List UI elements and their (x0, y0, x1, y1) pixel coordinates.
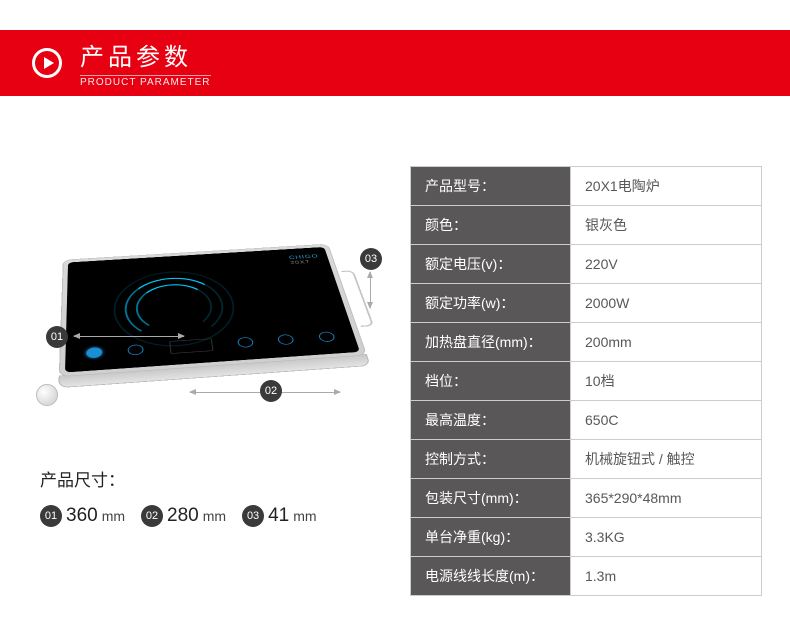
spec-value: 650C (571, 401, 762, 440)
dimension-item: 03 41mm (242, 505, 316, 527)
spec-table: 产品型号：20X1电陶炉颜色：银灰色额定电压(v)：220V额定功率(w)：20… (410, 166, 762, 596)
knob-icon (36, 384, 58, 406)
display-icon (169, 338, 213, 354)
dim-marker-03: 03 (360, 248, 382, 270)
spec-value: 3.3KG (571, 518, 762, 557)
table-row: 额定电压(v)：220V (411, 245, 762, 284)
left-column: CHIGO 20X7 01 (40, 166, 390, 596)
control-button-icon (317, 331, 335, 342)
dim-unit: mm (102, 508, 125, 524)
dim-arrow-03 (370, 272, 371, 308)
control-button-icon (128, 344, 144, 355)
content: CHIGO 20X7 01 (0, 96, 790, 636)
spec-key: 颜色： (411, 206, 571, 245)
spec-key: 单台净重(kg)： (411, 518, 571, 557)
dim-unit: mm (203, 508, 226, 524)
spec-value: 365*290*48mm (571, 479, 762, 518)
dim-arrow-01 (74, 336, 184, 337)
spec-key: 额定功率(w)： (411, 284, 571, 323)
dim-value: 280 (167, 505, 199, 527)
dimension-item: 01 360mm (40, 505, 125, 527)
spec-key: 电源线线长度(m)： (411, 557, 571, 596)
table-row: 额定功率(w)：2000W (411, 284, 762, 323)
table-row: 产品型号：20X1电陶炉 (411, 167, 762, 206)
spec-value: 银灰色 (571, 206, 762, 245)
spec-value: 10档 (571, 362, 762, 401)
table-row: 最高温度：650C (411, 401, 762, 440)
dimensions-title: 产品尺寸： (40, 466, 390, 491)
dim-badge: 03 (242, 505, 264, 527)
dim-badge: 01 (40, 505, 62, 527)
header-titles: 产品参数 PRODUCT PARAMETER (80, 37, 211, 90)
spec-value: 机械旋钮式 / 触控 (571, 440, 762, 479)
spec-value: 200mm (571, 323, 762, 362)
product-illustration: CHIGO 20X7 01 (40, 166, 380, 426)
spec-key: 加热盘直径(mm)： (411, 323, 571, 362)
dim-value: 360 (66, 505, 98, 527)
table-row: 电源线线长度(m)：1.3m (411, 557, 762, 596)
header-title-cn: 产品参数 (80, 37, 211, 72)
control-button-icon (277, 334, 295, 345)
spec-key: 控制方式： (411, 440, 571, 479)
control-button-icon (237, 337, 254, 348)
play-icon (32, 48, 62, 78)
spec-value: 220V (571, 245, 762, 284)
dim-value: 41 (268, 505, 289, 527)
dim-marker-01: 01 (46, 326, 68, 348)
table-row: 加热盘直径(mm)：200mm (411, 323, 762, 362)
header-title-en: PRODUCT PARAMETER (80, 75, 211, 88)
spec-key: 额定电压(v)： (411, 245, 571, 284)
spec-value: 20X1电陶炉 (571, 167, 762, 206)
spec-key: 产品型号： (411, 167, 571, 206)
dim-unit: mm (293, 508, 316, 524)
spec-key: 最高温度： (411, 401, 571, 440)
dim-marker-02: 02 (260, 380, 282, 402)
power-button-icon (86, 347, 102, 358)
dimensions-row: 01 360mm 02 280mm 03 41mm (40, 505, 390, 527)
table-row: 包装尺寸(mm)：365*290*48mm (411, 479, 762, 518)
table-row: 颜色：银灰色 (411, 206, 762, 245)
spec-value: 1.3m (571, 557, 762, 596)
brand-label: CHIGO 20X7 (288, 253, 321, 265)
header-band: 产品参数 PRODUCT PARAMETER (0, 30, 790, 96)
spec-key: 档位： (411, 362, 571, 401)
spec-value: 2000W (571, 284, 762, 323)
spec-key: 包装尺寸(mm)： (411, 479, 571, 518)
dim-badge: 02 (141, 505, 163, 527)
dimension-item: 02 280mm (141, 505, 226, 527)
table-row: 档位：10档 (411, 362, 762, 401)
table-row: 单台净重(kg)：3.3KG (411, 518, 762, 557)
table-row: 控制方式：机械旋钮式 / 触控 (411, 440, 762, 479)
